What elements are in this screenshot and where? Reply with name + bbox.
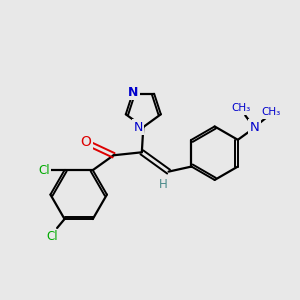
Text: H: H [159, 178, 168, 190]
Text: CH₃: CH₃ [232, 103, 251, 113]
Text: CH₃: CH₃ [262, 107, 281, 117]
Text: Cl: Cl [38, 164, 50, 177]
Text: O: O [80, 135, 92, 149]
Text: N: N [128, 86, 139, 99]
Text: N: N [249, 121, 259, 134]
Text: N: N [133, 121, 143, 134]
Text: Cl: Cl [47, 230, 58, 243]
